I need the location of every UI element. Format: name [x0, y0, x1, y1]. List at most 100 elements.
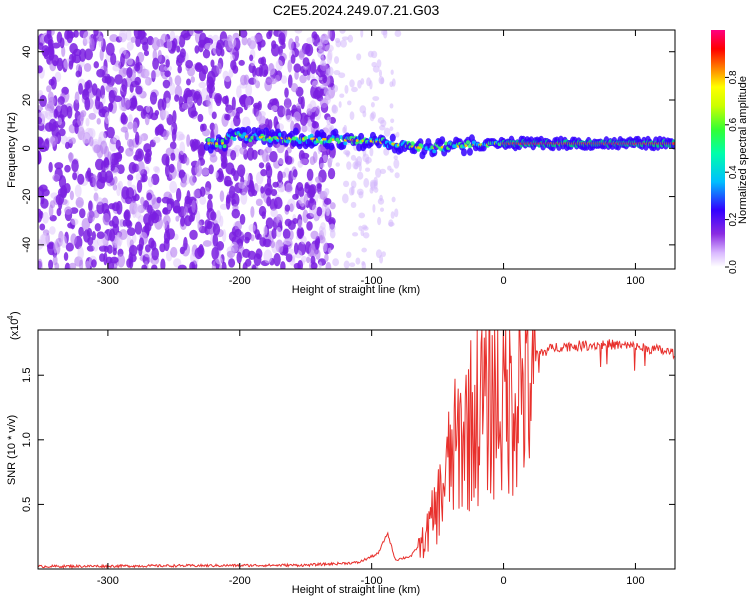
spectrogram-noise-blob	[176, 45, 181, 53]
spectrogram-noise-blob	[227, 36, 237, 49]
spectrogram-noise-blob	[148, 213, 155, 227]
spectrogram-noise-blob	[38, 137, 45, 151]
spectrogram-noise-blob	[361, 247, 367, 253]
spectrogram-noise-blob	[118, 30, 128, 43]
spectrogram-noise-blob	[81, 217, 91, 231]
spectrogram-noise-blob	[179, 141, 186, 156]
spectrogram-noise-blob	[91, 83, 98, 96]
spectrogram-noise-blob	[39, 94, 47, 107]
spectrogram-noise-blob	[67, 31, 76, 39]
spectrogram-noise-blob	[339, 30, 346, 34]
spectrogram-noise-blob	[56, 31, 63, 44]
spectrogram-signal-mark	[285, 139, 290, 144]
spectrogram-noise-blob	[219, 215, 224, 227]
spectrogram-noise-blob	[99, 253, 106, 262]
spectrogram-noise-blob	[221, 156, 228, 168]
spectrogram-noise-blob	[157, 49, 162, 63]
spectrogram-noise-blob	[370, 101, 375, 108]
spectrogram-noise-blob	[81, 89, 90, 101]
spectrogram-noise-blob	[39, 110, 49, 119]
spectrogram-noise-blob	[44, 122, 54, 132]
spectrogram-noise-blob	[70, 233, 77, 245]
spectrogram-noise-blob	[393, 158, 400, 169]
spectrogram-noise-blob	[178, 169, 186, 178]
spectrogram-signal-peak	[355, 139, 359, 142]
spectrogram-noise-blob	[393, 155, 398, 160]
spectrogram-noise-blob	[329, 156, 333, 164]
spectrogram-noise-blob	[183, 236, 188, 251]
spectrogram-noise-blob	[328, 223, 336, 233]
spectrogram-noise-blob	[166, 228, 176, 240]
spectrogram-noise-blob	[52, 42, 61, 49]
spectrogram-noise-blob	[274, 74, 281, 83]
spectrogram-noise-blob	[285, 182, 293, 194]
spectrogram-noise-blob	[389, 103, 394, 109]
spectrogram-noise-blob	[197, 113, 204, 123]
spectrogram-noise-blob	[108, 102, 113, 113]
spectrogram-noise-blob	[48, 259, 54, 269]
spectrogram-noise-blob	[369, 187, 374, 194]
spectrogram-x-tick-label: -300	[97, 275, 119, 287]
spectrogram-noise-blob	[284, 87, 289, 98]
colorbar-label: Normalized spectral amplitude	[737, 76, 749, 224]
spectrogram-noise-blob	[320, 35, 326, 41]
spectrogram-noise-blob	[88, 200, 93, 212]
spectrogram-noise-blob	[79, 208, 86, 219]
spectrogram-noise-blob	[167, 203, 172, 211]
spectrogram-noise-blob	[113, 95, 123, 103]
spectrogram-noise-blob	[287, 59, 293, 73]
spectrogram-noise-blob	[284, 204, 291, 212]
spectrogram-noise-blob	[48, 204, 54, 218]
spectrogram-noise-blob	[308, 243, 317, 258]
spectrogram-noise-blob	[169, 141, 177, 150]
spectrogram-noise-blob	[212, 34, 219, 42]
spectrogram-noise-blob	[78, 82, 83, 95]
spectrogram-signal-mark	[303, 135, 308, 140]
spectrogram-noise-blob	[120, 114, 128, 125]
spectrogram-noise-blob	[280, 75, 288, 84]
spectrogram-noise-blob	[242, 248, 251, 259]
spectrogram-noise-blob	[211, 111, 217, 120]
spectrogram-noise-blob	[232, 64, 239, 74]
spectrogram-noise-blob	[316, 206, 323, 217]
spectrogram-noise-blob	[273, 196, 283, 210]
spectrogram-noise-blob	[387, 165, 392, 171]
spectrogram-noise-blob	[75, 70, 81, 78]
spectrogram-noise-blob	[102, 212, 110, 226]
spectrogram-noise-blob	[38, 65, 43, 74]
spectrogram-noise-blob	[46, 85, 52, 93]
spectrogram-noise-blob	[170, 246, 178, 258]
spectrogram-noise-blob	[71, 159, 79, 173]
spectrogram-noise-blob	[342, 180, 350, 188]
spectrogram-noise-blob	[170, 152, 176, 161]
spectrogram-noise-blob	[335, 162, 340, 167]
spectrogram-noise-blob	[327, 167, 336, 180]
spectrogram-noise-blob	[215, 257, 223, 265]
spectrogram-noise-blob	[133, 30, 143, 40]
spectrogram-noise-blob	[91, 259, 97, 268]
spectrogram-noise-blob	[127, 121, 134, 130]
spectrogram-noise-blob	[306, 168, 314, 181]
spectrogram-noise-blob	[202, 49, 211, 59]
spectrogram-noise-blob	[360, 229, 365, 237]
spectrogram-noise-blob	[237, 164, 246, 177]
spectrogram-noise-blob	[379, 194, 383, 202]
spectrogram-noise-blob	[199, 186, 206, 197]
spectrogram-noise-blob	[327, 30, 332, 40]
spectrogram-noise-blob	[342, 193, 349, 204]
spectrogram-noise-blob	[294, 30, 303, 34]
spectrogram-noise-blob	[68, 60, 74, 70]
spectrogram-noise-blob	[388, 221, 395, 227]
spectrogram-noise-blob	[105, 42, 115, 56]
spectrogram-noise-blob	[146, 192, 153, 201]
spectrogram-noise-blob	[66, 105, 73, 119]
spectrogram-noise-blob	[65, 141, 70, 150]
spectrogram-noise-blob	[195, 210, 201, 224]
spectrogram-noise-blob	[375, 167, 382, 178]
spectrogram-noise-blob	[319, 84, 327, 89]
spectrogram-noise-blob	[201, 167, 210, 176]
spectrogram-noise-blob	[324, 188, 330, 196]
spectrogram-noise-blob	[116, 253, 126, 268]
